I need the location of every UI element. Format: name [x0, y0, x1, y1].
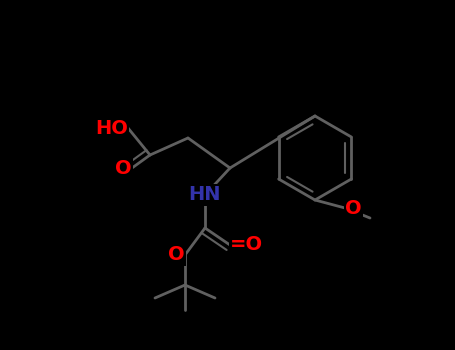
Text: =O: =O — [230, 236, 263, 254]
Text: O: O — [345, 198, 362, 217]
Text: HO: HO — [95, 119, 128, 138]
Text: O: O — [116, 159, 132, 177]
Text: O: O — [168, 245, 185, 265]
Text: HN: HN — [189, 186, 221, 204]
